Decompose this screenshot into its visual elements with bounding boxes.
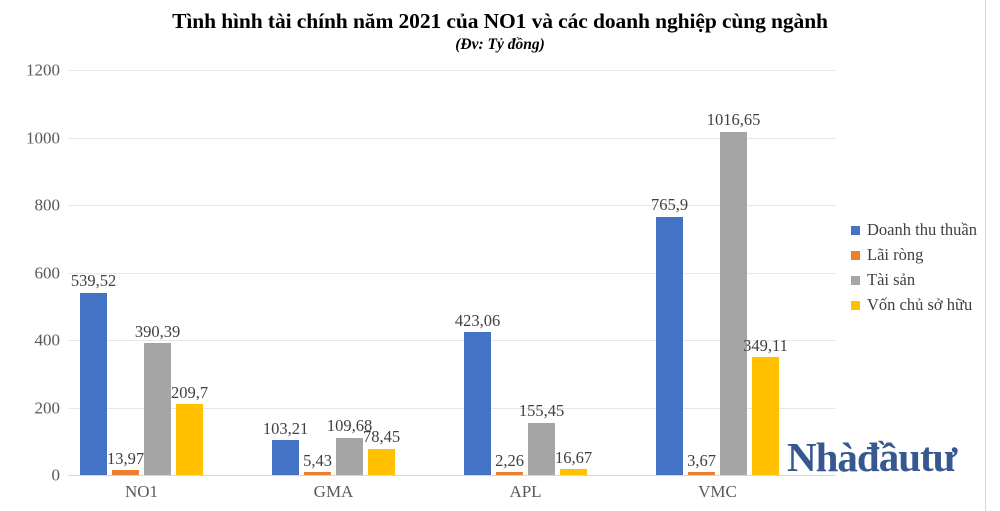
legend-item[interactable]: Vốn chủ sở hữu <box>851 293 991 318</box>
axis-baseline <box>68 475 836 476</box>
bar-value-label: 209,7 <box>170 382 209 402</box>
legend: Doanh thu thuần Lãi ròng Tài sản Vốn chủ sở… <box>851 218 991 318</box>
x-category-label: GMA <box>313 482 354 501</box>
bar-value-label: 1016,65 <box>706 110 761 130</box>
bar <box>688 472 715 475</box>
bar-value-label: 765,9 <box>650 195 689 215</box>
y-tick-label: 1000 <box>26 128 60 147</box>
y-tick-label: 0 <box>51 465 61 485</box>
x-category-label: APL <box>509 482 542 501</box>
gridline <box>68 340 836 341</box>
chart-subtitle-units: (Đv: Tỷ đồng) <box>455 36 545 53</box>
bar <box>368 448 395 475</box>
bar-value-label: 78,45 <box>362 427 401 447</box>
y-tick-label: 200 <box>34 398 61 417</box>
x-category-label: VMC <box>698 482 737 501</box>
bar <box>496 472 523 475</box>
y-tick-label: 600 <box>34 263 61 282</box>
bar <box>656 216 683 475</box>
bar <box>528 422 555 475</box>
plot-area: 539,52 13,97 390,39 209,7 103,21 5,43 109,68 78… <box>68 70 836 476</box>
bar-value-label: 423,06 <box>454 310 501 330</box>
gridline <box>68 137 836 139</box>
x-category-label: NO1 <box>124 482 159 501</box>
legend-item[interactable]: Tài sản <box>851 268 991 293</box>
y-axis-tick-labels: 0 200 400 600 800 1000 1200 <box>0 62 61 484</box>
bar-value-label: 109,68 <box>326 416 373 436</box>
gridline <box>68 407 836 409</box>
bar <box>176 404 203 475</box>
bar <box>464 332 491 475</box>
bar-value-label: 16,67 <box>554 447 593 467</box>
bar-value-label: 103,21 <box>262 418 309 438</box>
gridline <box>68 205 836 206</box>
bar-value-label: 349,11 <box>743 335 788 355</box>
bar <box>752 357 779 475</box>
bar-value-label: 390,39 <box>134 321 181 341</box>
y-tick-label: 400 <box>34 330 61 350</box>
gridline <box>68 70 836 71</box>
legend-swatch-icon <box>851 276 860 285</box>
right-border-rule <box>985 0 986 511</box>
bar-value-label: 539,52 <box>70 271 117 291</box>
legend-swatch-icon <box>851 301 860 310</box>
bar-value-label: 5,43 <box>303 450 332 470</box>
bar-value-label: 13,97 <box>106 448 145 468</box>
bar <box>112 470 139 475</box>
legend-item-label: Vốn chủ sở hữu <box>867 295 973 315</box>
legend-swatch-icon <box>851 251 860 260</box>
bar-value-label: 2,26 <box>495 450 524 470</box>
bar-value-label: 155,45 <box>518 401 565 421</box>
bar <box>560 469 587 475</box>
y-tick-label: 800 <box>34 195 61 215</box>
legend-item-label: Doanh thu thuần <box>867 220 977 240</box>
watermark-logo: Nhàđầutư <box>787 434 957 480</box>
legend-item[interactable]: Doanh thu thuần <box>851 218 991 243</box>
y-tick-label: 1200 <box>26 60 60 80</box>
x-axis-category-labels: NO1 GMA APL VMC <box>68 482 836 508</box>
bar <box>336 437 363 475</box>
bar <box>304 472 331 475</box>
legend-swatch-icon <box>851 226 860 235</box>
chart-title: Tình hình tài chính năm 2021 của NO1 và … <box>172 9 828 33</box>
bar <box>80 292 107 475</box>
legend-item-label: Tài sản <box>867 270 916 290</box>
bar <box>272 440 299 475</box>
bar <box>720 131 747 475</box>
title-block: Tình hình tài chính năm 2021 của NO1 và … <box>40 8 960 55</box>
gridline <box>68 272 836 274</box>
legend-item[interactable]: Lãi ròng <box>851 243 991 268</box>
legend-item-label: Lãi ròng <box>867 245 924 265</box>
bar-value-label: 3,67 <box>687 450 716 470</box>
bar <box>144 343 171 475</box>
